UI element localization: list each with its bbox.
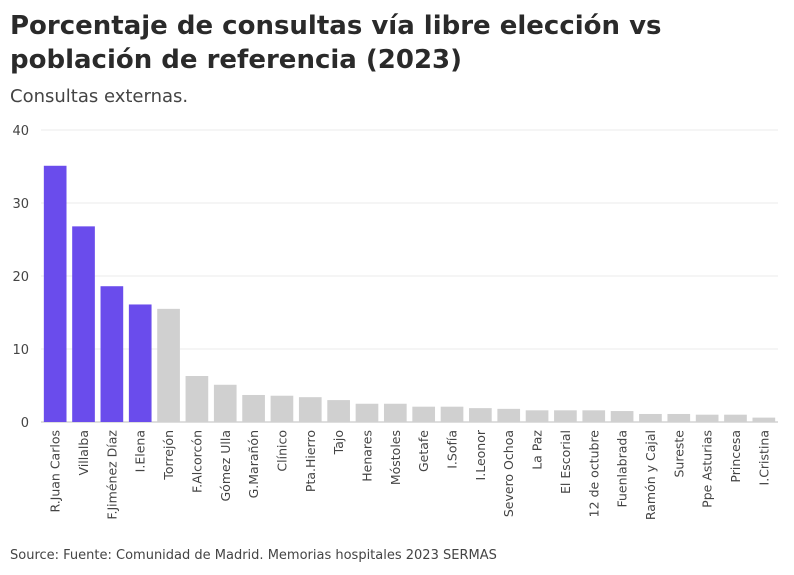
bar (695, 414, 719, 422)
bar (355, 403, 379, 422)
bar (100, 286, 124, 422)
x-tick-label: Móstoles (388, 430, 403, 485)
bar (610, 411, 634, 422)
bar (412, 406, 436, 422)
x-tick-label: Ppe Asturias (700, 430, 715, 508)
x-tick-label: El Escorial (558, 430, 573, 494)
x-tick-label: Pta.Hierro (303, 430, 318, 492)
bar (327, 400, 350, 422)
x-tick-label: La Paz (530, 430, 545, 470)
x-tick-label: 12 de octubre (586, 430, 601, 518)
x-axis: R.Juan Carlos Villalba F.Jiménez Díaz I.Ele… (48, 429, 772, 520)
bar (128, 304, 152, 422)
chart-title: Porcentaje de consultas vía libre elecci… (10, 11, 662, 75)
y-tick-label: 10 (12, 343, 29, 358)
x-tick-label: Ramón y Cajal (643, 430, 658, 520)
bar (639, 413, 662, 422)
y-tick-label: 20 (12, 270, 29, 285)
bar (724, 414, 747, 422)
x-tick-label: F.Alcorcón (189, 430, 204, 493)
x-tick-label: I.Cristina (756, 430, 771, 485)
bar (667, 413, 691, 422)
x-tick-label: F.Jiménez Díaz (104, 430, 119, 520)
y-tick-label: 30 (12, 197, 29, 212)
bar (469, 408, 492, 422)
bar (298, 397, 322, 422)
chart-subtitle: Consultas externas. (10, 86, 189, 107)
bar (582, 410, 606, 422)
x-tick-label: Tajo (331, 430, 346, 455)
bar (752, 417, 776, 422)
x-tick-label: Villalba (76, 430, 91, 475)
x-tick-label: Gómez Ulla (218, 430, 233, 502)
bar (185, 376, 209, 422)
x-tick-label: Clínico (274, 430, 289, 472)
bar (554, 410, 577, 422)
bar (72, 226, 95, 422)
source-note: Source: Fuente: Comunidad de Madrid. Mem… (10, 548, 497, 563)
x-tick-label: R.Juan Carlos (48, 430, 63, 513)
x-tick-label: I.Sofía (445, 430, 460, 469)
bar-chart: 0 10 20 30 40 R.Juan Carlos Villalba F.Jiménez… (12, 124, 778, 520)
y-axis: 0 10 20 30 40 (12, 124, 29, 431)
x-tick-label: Torrejón (161, 430, 176, 481)
x-tick-label: Princesa (728, 430, 743, 483)
x-tick-label: G.Marañón (246, 430, 261, 498)
bar (43, 165, 67, 422)
bar (525, 410, 549, 422)
x-tick-label: Henares (359, 430, 374, 482)
x-tick-label: I.Elena (133, 430, 148, 472)
x-tick-label: Severo Ochoa (501, 430, 516, 517)
bar (440, 406, 464, 422)
bars (43, 165, 776, 422)
bar (157, 308, 180, 422)
y-tick-label: 0 (21, 416, 29, 431)
bar (270, 395, 294, 422)
bar (242, 394, 265, 422)
x-tick-label: Getafe (416, 430, 431, 472)
bar (383, 403, 407, 422)
x-tick-label: Fuenlabrada (615, 430, 630, 508)
x-tick-label: I.Leonor (473, 429, 488, 480)
bar (497, 408, 521, 422)
y-tick-label: 40 (12, 124, 29, 139)
bar (213, 384, 237, 422)
x-tick-label: Sureste (671, 430, 686, 478)
